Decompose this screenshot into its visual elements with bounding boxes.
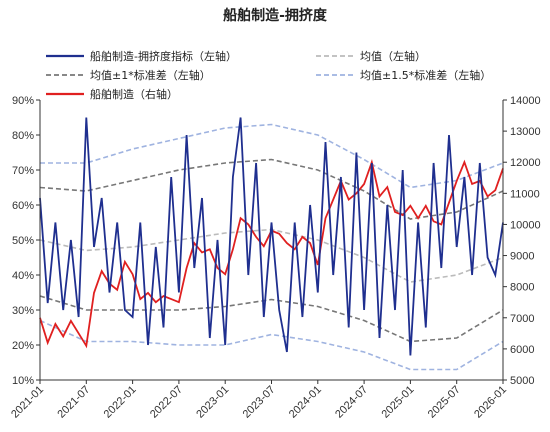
right-tick-label: 14000 bbox=[510, 95, 541, 107]
right-tick-label: 11000 bbox=[510, 188, 540, 200]
x-tick-label: 2022-07 bbox=[148, 384, 185, 421]
x-tick-label: 2026-01 bbox=[472, 384, 509, 421]
x-tick-label: 2021-01 bbox=[9, 384, 46, 421]
left-tick-label: 20% bbox=[12, 340, 34, 352]
x-tick-label: 2022-01 bbox=[102, 384, 139, 421]
chart-title: 船舶制造-拥挤度 bbox=[223, 7, 328, 24]
legend-label-band1: 均值±1*标准差（左轴） bbox=[90, 68, 211, 82]
right-tick-label: 6000 bbox=[510, 344, 534, 356]
left-tick-label: 30% bbox=[12, 305, 34, 317]
right-tick-label: 7000 bbox=[510, 313, 534, 325]
series-mean bbox=[39, 228, 504, 283]
legend: 船舶制造-拥挤度指标（左轴） 均值（左轴） 均值±1*标准差（左轴） 均值±1.… bbox=[46, 49, 491, 101]
legend-label-mean: 均值（左轴） bbox=[360, 49, 426, 63]
left-tick-label: 70% bbox=[12, 165, 34, 177]
left-tick-label: 40% bbox=[12, 270, 34, 282]
left-tick-label: 60% bbox=[12, 200, 34, 212]
series-band1-upper bbox=[39, 158, 504, 220]
legend-label-crowding: 船舶制造-拥挤度指标（左轴） bbox=[90, 49, 237, 63]
x-tick-label: 2025-07 bbox=[426, 384, 463, 421]
right-tick-label: 10000 bbox=[510, 219, 541, 231]
left-tick-label: 10% bbox=[12, 375, 34, 387]
legend-label-band15: 均值±1.5*标准差（左轴） bbox=[360, 68, 491, 82]
series-band1-lower bbox=[39, 295, 504, 343]
left-tick-label: 80% bbox=[12, 130, 34, 142]
right-tick-label: 9000 bbox=[510, 251, 534, 263]
left-tick-label: 50% bbox=[12, 235, 34, 247]
right-tick-label: 12000 bbox=[510, 157, 541, 169]
series-band15-lower bbox=[39, 319, 504, 371]
x-tick-label: 2024-07 bbox=[333, 384, 370, 421]
series-crowding bbox=[39, 117, 504, 356]
x-tick-label: 2025-01 bbox=[379, 384, 416, 421]
right-tick-label: 13000 bbox=[510, 126, 541, 138]
left-tick-label: 90% bbox=[12, 95, 34, 107]
series-band15-upper bbox=[40, 123, 504, 189]
legend-label-price: 船舶制造（右轴） bbox=[90, 87, 178, 101]
plot-area bbox=[39, 117, 504, 371]
x-tick-label: 2021-07 bbox=[55, 384, 92, 421]
x-tick-label: 2023-01 bbox=[194, 384, 231, 421]
series-price bbox=[39, 158, 504, 349]
right-tick-label: 5000 bbox=[510, 375, 534, 387]
x-tick-label: 2023-07 bbox=[241, 384, 278, 421]
x-tick-label: 2024-01 bbox=[287, 384, 324, 421]
right-tick-label: 8000 bbox=[510, 282, 534, 294]
